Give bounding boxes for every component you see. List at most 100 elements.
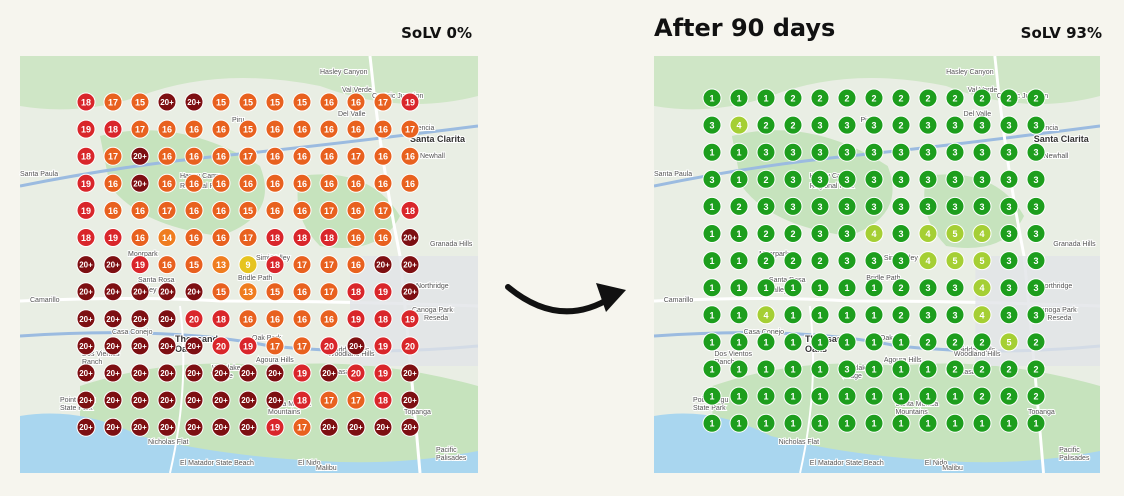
rank-marker: [211, 417, 231, 437]
rank-value: 17: [405, 125, 415, 135]
rank-marker: [157, 173, 177, 193]
rank-marker: [346, 390, 366, 410]
rank-value: 18: [351, 287, 361, 297]
rank-value: 16: [351, 179, 361, 189]
rank-value: 20+: [79, 396, 93, 405]
rank-value: 1: [736, 175, 741, 185]
rank-marker: [319, 336, 339, 356]
rank-marker: [837, 278, 857, 298]
rank-marker: [972, 386, 992, 406]
rank-value: 1: [844, 283, 849, 293]
rank-value: 20+: [268, 369, 282, 378]
rank-marker: [103, 146, 123, 166]
rank-value: 20+: [106, 423, 120, 432]
arrow: [505, 284, 615, 315]
rank-value: 20+: [106, 396, 120, 405]
rank-marker: [130, 417, 150, 437]
rank-value: 3: [925, 310, 930, 320]
rank-value: 3: [871, 256, 876, 266]
rank-value: 2: [979, 392, 984, 402]
rank-value: 19: [135, 260, 145, 270]
rank-marker: [184, 255, 204, 275]
map-label: Dos Vientos: [714, 351, 752, 358]
rank-marker: [864, 332, 884, 352]
rank-value: 3: [1033, 202, 1038, 212]
rank-value: 17: [108, 152, 118, 162]
rank-marker: [945, 386, 965, 406]
rank-marker: [702, 224, 722, 243]
rank-marker: [999, 88, 1019, 108]
rank-value: 1: [763, 419, 768, 429]
rank-value: 20+: [187, 396, 201, 405]
rank-value: 16: [135, 206, 145, 216]
rank-marker: [972, 359, 992, 379]
rank-value: 3: [952, 283, 957, 293]
rank-value: 17: [378, 206, 388, 216]
rank-marker: [157, 336, 177, 356]
rank-value: 1: [898, 365, 903, 375]
rank-marker: [319, 282, 339, 302]
rank-marker: [373, 119, 393, 139]
rank-marker: [238, 417, 258, 437]
rank-marker: [756, 88, 776, 108]
rank-value: 3: [763, 202, 768, 212]
rank-marker: [130, 255, 150, 275]
rank-value: 2: [1006, 365, 1011, 375]
rank-marker: [918, 386, 938, 406]
rank-marker: [265, 92, 285, 112]
rank-marker: [972, 278, 992, 298]
rank-marker: [238, 119, 258, 139]
rank-marker: [783, 88, 803, 108]
rank-value: 2: [871, 94, 876, 104]
rank-marker: [319, 228, 339, 247]
rank-marker: [211, 228, 231, 247]
rank-marker: [756, 413, 776, 433]
rank-value: 16: [351, 206, 361, 216]
rank-marker: [918, 196, 938, 216]
rank-marker: [837, 386, 857, 406]
map-label: Woodland Hills: [328, 351, 375, 358]
rank-value: 18: [270, 260, 280, 270]
rank-marker: [999, 305, 1019, 325]
rank-value: 20+: [403, 396, 417, 405]
rank-value: 1: [952, 419, 957, 429]
rank-marker: [945, 88, 965, 108]
rank-marker: [1026, 196, 1046, 216]
rank-value: 3: [844, 365, 849, 375]
rank-marker: [211, 146, 231, 166]
rank-value: 3: [1006, 256, 1011, 266]
rank-value: 3: [898, 202, 903, 212]
rank-marker: [184, 119, 204, 139]
rank-value: 16: [297, 179, 307, 189]
rank-marker: [918, 251, 938, 271]
rank-marker: [103, 417, 123, 437]
rank-marker: [783, 386, 803, 406]
rank-marker: [103, 228, 123, 247]
rank-value: 3: [790, 202, 795, 212]
map-label: El Nido: [298, 460, 321, 467]
rank-value: 16: [297, 152, 307, 162]
rank-marker: [972, 88, 992, 108]
rank-value: 18: [378, 314, 388, 324]
rank-marker: [400, 336, 420, 356]
rank-marker: [756, 386, 776, 406]
rank-marker: [837, 142, 857, 162]
rank-marker: [783, 278, 803, 298]
rank-value: 1: [1006, 419, 1011, 429]
map-label: Piru: [232, 117, 245, 124]
map-label: Regional Park: [810, 183, 854, 190]
rank-value: 3: [871, 175, 876, 185]
rank-value: 20+: [106, 261, 120, 270]
rank-marker: [891, 142, 911, 162]
rank-value: 17: [351, 396, 361, 406]
rank-value: 13: [216, 260, 226, 270]
rank-value: 3: [979, 202, 984, 212]
rank-value: 3: [898, 256, 903, 266]
rank-marker: [157, 417, 177, 437]
rank-value: 1: [817, 283, 822, 293]
rank-value: 3: [952, 202, 957, 212]
rank-value: 15: [216, 98, 226, 108]
rank-marker: [837, 196, 857, 216]
rank-value: 17: [243, 233, 253, 243]
rank-value: 16: [216, 125, 226, 135]
